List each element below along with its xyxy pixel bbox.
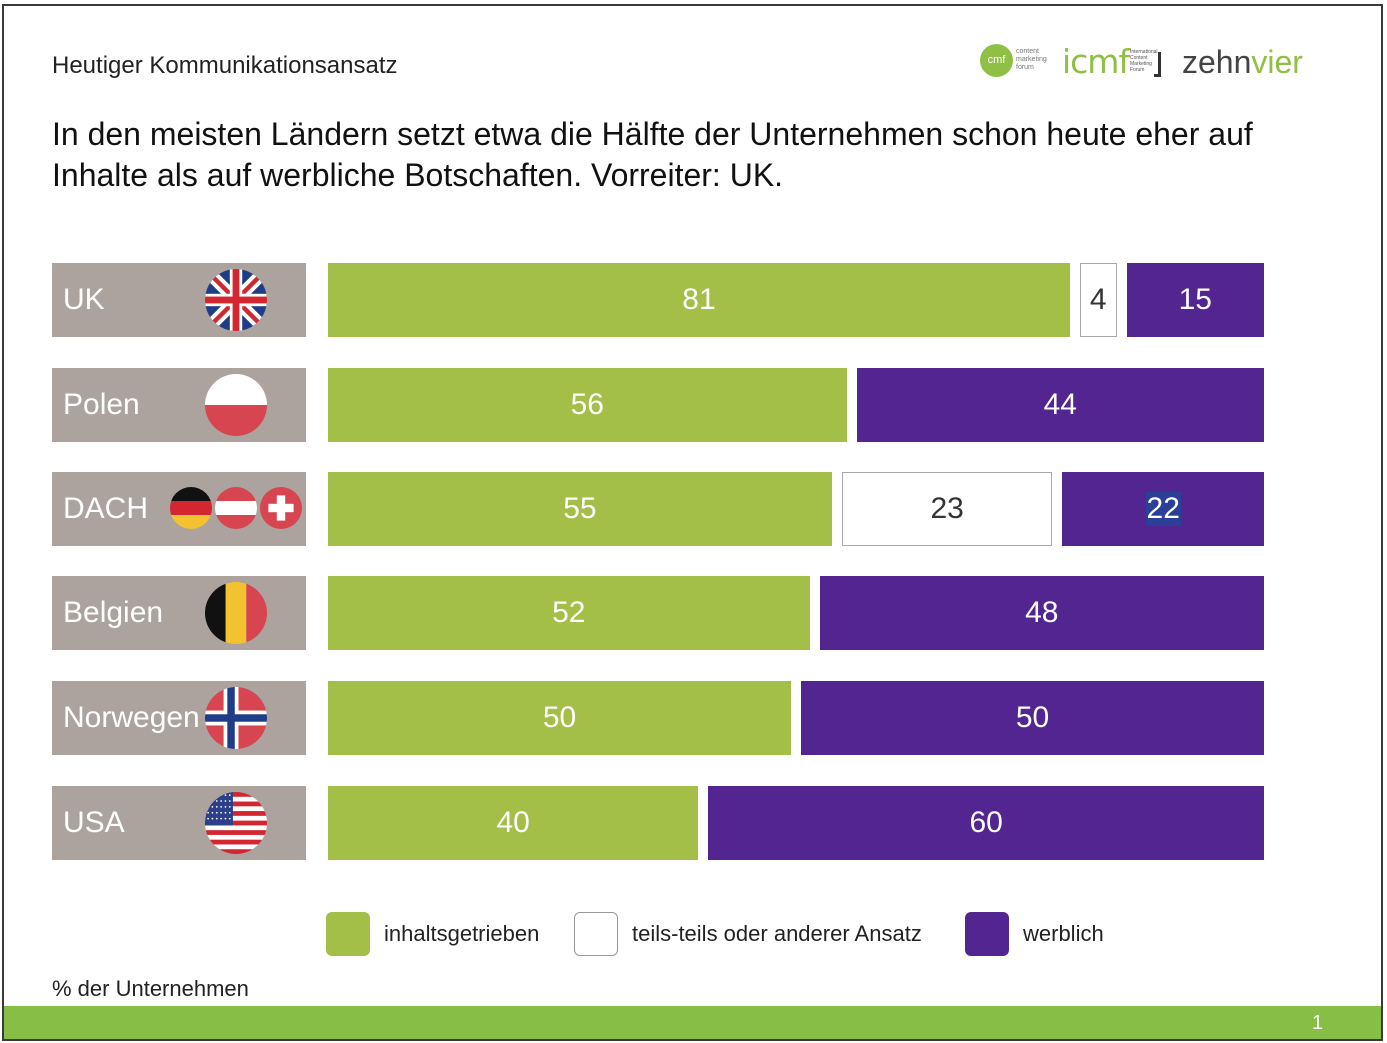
footnote: % der Unternehmen (52, 976, 249, 1001)
bar-value-label: 50 (1015, 701, 1050, 734)
country-label-text: DACH (63, 492, 149, 525)
legend-label-werblich: werblich (1023, 921, 1104, 946)
bar-uk-inhaltsgetrieben: 81 (328, 263, 1070, 337)
legend-item-werblich: werblich (965, 912, 1104, 956)
zehnvier-logo: zehnvier (1182, 44, 1303, 81)
country-label-polen: Polen (52, 368, 306, 442)
bar-dach-werblich: 22 (1062, 472, 1264, 546)
bar-value-label: 60 (969, 806, 1003, 839)
uk-flag-icon (205, 269, 267, 336)
bar-value-label: 52 (552, 596, 586, 629)
legend-item-inhaltsgetrieben: inhaltsgetrieben (326, 912, 539, 956)
bar-dach-teils-teils: 23 (841, 472, 1053, 546)
bar-polen-werblich: 44 (856, 368, 1264, 442)
poland-flag-icon (205, 374, 267, 441)
bar-norwegen-werblich: 50 (801, 681, 1264, 755)
bar-usa-inhaltsgetrieben: 40 (328, 786, 699, 860)
country-label-text: UK (63, 283, 105, 316)
norway-flag-icon (205, 687, 267, 754)
bar-value-label: 23 (930, 492, 964, 525)
bar-usa-werblich: 60 (708, 786, 1264, 860)
legend-swatch-teils-teils (574, 912, 618, 956)
bar-value-label: 56 (570, 388, 604, 421)
bar-uk-teils-teils: 4 (1079, 263, 1117, 337)
bar-belgien-werblich: 48 (819, 576, 1264, 650)
usa-flag-icon (205, 792, 267, 859)
bar-value-label: 22 (1145, 492, 1181, 526)
country-label-usa: USA (52, 786, 306, 860)
country-label-dach: DACH (52, 472, 306, 546)
bar-dach-inhaltsgetrieben: 55 (328, 472, 832, 546)
icmf-logo: icmf (1062, 42, 1130, 81)
legend-item-teils-teils: teils-teils oder anderer Ansatz (574, 912, 922, 956)
zehnvier-logo-zehn: zehn (1182, 44, 1252, 80)
legend-label-teils-teils: teils-teils oder anderer Ansatz (632, 921, 922, 946)
country-label-belgien: Belgien (52, 576, 306, 650)
country-label-text: Polen (63, 388, 140, 421)
bar-value-label: 50 (542, 701, 577, 734)
country-label-uk: UK (52, 263, 306, 337)
bar-value-label: 4 (1089, 283, 1107, 316)
cmf-logo-text: content marketing forum (1016, 48, 1047, 71)
logos: cmf content marketing forum icmf Interna… (978, 38, 1338, 86)
legend-label-inhaltsgetrieben: inhaltsgetrieben (384, 921, 540, 946)
bar-value-label: 48 (1025, 596, 1059, 629)
country-label-norwegen: Norwegen (52, 681, 306, 755)
bar-belgien-inhaltsgetrieben: 52 (328, 576, 810, 650)
cmf-logo: cmf (980, 44, 1013, 77)
bar-value-label: 81 (682, 283, 716, 316)
icmf-logo-text: International Content Marketing Forum (1130, 49, 1158, 73)
legend-swatch-werblich (965, 912, 1009, 956)
slide-headline: In den meisten Ländern setzt etwa die Hä… (52, 116, 1253, 193)
slide-subtitle: Heutiger Kommunikationsansatz (52, 52, 398, 79)
bar-norwegen-inhaltsgetrieben: 50 (328, 681, 791, 755)
bar-polen-inhaltsgetrieben: 56 (328, 368, 847, 442)
austria-flag-icon (215, 487, 257, 534)
bar-value-label: 44 (1043, 388, 1077, 421)
legend-swatch-inhaltsgetrieben (326, 912, 370, 956)
switzerland-flag-icon (260, 487, 302, 534)
footer-bar (4, 1006, 1381, 1039)
bar-uk-werblich: 15 (1126, 263, 1264, 337)
country-label-text: USA (63, 806, 125, 839)
icmf-bracket-icon (1154, 52, 1161, 77)
bar-value-label: 55 (563, 492, 597, 525)
country-label-text: Belgien (63, 596, 164, 629)
bar-value-label: 15 (1178, 283, 1212, 316)
country-label-text: Norwegen (63, 701, 200, 734)
page-number: 1 (1312, 1012, 1324, 1034)
zehnvier-logo-vier: vier (1251, 44, 1303, 80)
bar-value-label: 40 (496, 806, 530, 839)
belgium-flag-icon (205, 582, 267, 649)
germany-flag-icon (170, 487, 212, 534)
